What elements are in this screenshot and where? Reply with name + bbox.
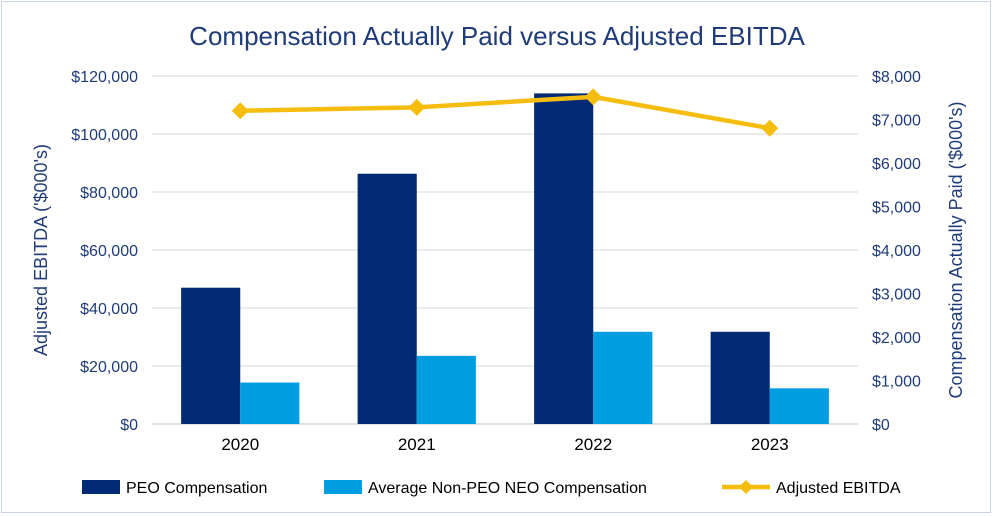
legend-swatch xyxy=(324,480,362,494)
bar-peo-2021 xyxy=(357,173,417,424)
x-tick-label: 2023 xyxy=(751,435,789,454)
chart-title: Compensation Actually Paid versus Adjust… xyxy=(189,21,805,51)
left-tick-label: $20,000 xyxy=(80,359,138,376)
x-tick-label: 2020 xyxy=(221,435,259,454)
x-tick-label: 2021 xyxy=(398,435,436,454)
ebitda-marker-2021 xyxy=(408,98,426,116)
right-tick-label: $6,000 xyxy=(872,156,921,173)
ebitda-marker-2020 xyxy=(231,102,249,120)
legend-label: Adjusted EBITDA xyxy=(776,480,901,497)
bar-peo-2023 xyxy=(710,331,770,424)
legend-marker xyxy=(739,480,753,494)
ebitda-marker-2023 xyxy=(761,119,779,137)
left-tick-label: $80,000 xyxy=(80,185,138,202)
legend: PEO Compensation Average Non-PEO NEO Comp… xyxy=(82,480,901,497)
right-tick-label: $4,000 xyxy=(872,243,921,260)
left-axis-label: Adjusted EBITDA ('$000's) xyxy=(31,144,51,356)
ebitda-line xyxy=(240,94,771,131)
ebitda-marker-2022 xyxy=(584,88,602,106)
left-tick-label: $40,000 xyxy=(80,301,138,318)
bar-peo-2022 xyxy=(534,93,594,425)
right-tick-label: $1,000 xyxy=(872,374,921,391)
right-tick-label: $5,000 xyxy=(872,200,921,217)
bar-non-peo-2021 xyxy=(416,355,476,424)
right-tick-label: $2,000 xyxy=(872,330,921,347)
right-tick-label: $7,000 xyxy=(872,113,921,130)
bar-peo-2020 xyxy=(181,287,241,424)
x-tick-label: 2022 xyxy=(574,435,612,454)
right-tick-label: $8,000 xyxy=(872,69,921,86)
legend-swatch xyxy=(82,480,120,494)
left-tick-label: $120,000 xyxy=(71,69,138,86)
legend-label: PEO Compensation xyxy=(126,480,267,497)
left-tick-label: $100,000 xyxy=(71,127,138,144)
right-tick-label: $3,000 xyxy=(872,287,921,304)
bars xyxy=(181,93,829,425)
bar-non-peo-2023 xyxy=(769,388,829,424)
bar-non-peo-2022 xyxy=(593,331,653,424)
left-tick-label: $60,000 xyxy=(80,243,138,260)
legend-label: Average Non-PEO NEO Compensation xyxy=(368,480,647,497)
right-axis-ticks: $0 $1,000 $2,000 $3,000 $4,000 $5,000 $6,000 $7… xyxy=(872,69,921,434)
left-tick-label: $0 xyxy=(120,417,138,434)
right-tick-label: $0 xyxy=(872,417,890,434)
left-axis-ticks: $0 $20,000 $40,000 $60,000 $80,000 $100,000 $1… xyxy=(71,69,138,434)
line-series xyxy=(231,88,779,137)
right-axis-label: Compensation Actually Paid ('$000's) xyxy=(946,101,966,398)
bar-non-peo-2020 xyxy=(240,382,300,424)
x-axis-ticks: 2020 2021 2022 2023 xyxy=(221,435,788,454)
